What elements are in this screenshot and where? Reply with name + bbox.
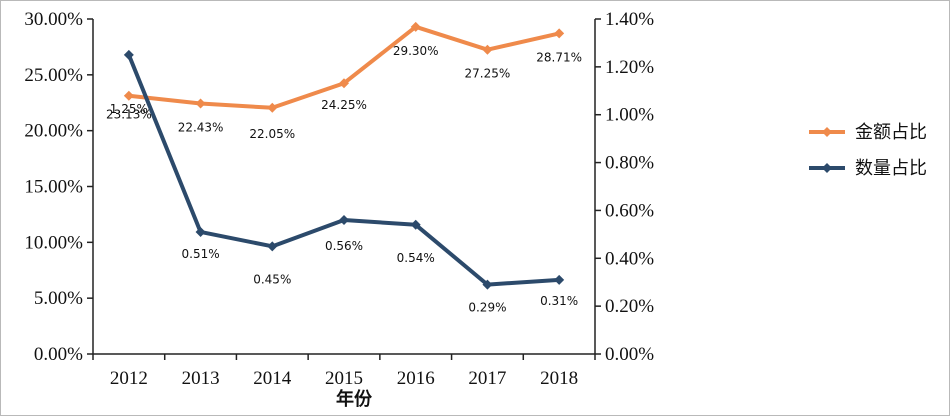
- data-label: 23.13%: [106, 108, 152, 122]
- data-point: [195, 98, 206, 109]
- data-label: 0.54%: [397, 251, 435, 265]
- data-point: [410, 219, 421, 230]
- data-label: 22.05%: [249, 127, 295, 141]
- left-tick-label: 15.00%: [24, 177, 83, 198]
- data-point: [267, 241, 278, 252]
- left-tick-label: 30.00%: [24, 9, 83, 30]
- left-tick-label: 5.00%: [34, 288, 83, 309]
- data-point: [554, 274, 565, 285]
- data-point: [123, 49, 134, 60]
- data-label: 0.31%: [540, 294, 578, 308]
- axes: 0.00% 5.00% 10.00% 15.00% 20.00% 25.00% 30.00%…: [24, 9, 654, 389]
- data-point: [482, 44, 493, 55]
- left-tick-label: 20.00%: [24, 121, 83, 142]
- x-tick-label: 2016: [397, 368, 435, 389]
- data-label: 1.25%: [110, 102, 148, 116]
- legend-label: 金额占比: [855, 122, 927, 143]
- data-point: [267, 102, 278, 113]
- data-label: 0.56%: [325, 239, 363, 253]
- data-label: 28.71%: [536, 50, 582, 64]
- data-point: [410, 21, 421, 32]
- left-tick-label: 25.00%: [24, 65, 83, 86]
- x-axis-title: 年份: [336, 388, 373, 410]
- right-tick-label: 1.20%: [605, 57, 654, 78]
- right-tick-label: 0.00%: [605, 344, 654, 365]
- legend-swatch-marker: [822, 127, 832, 137]
- x-tick-label: 2012: [110, 368, 148, 389]
- x-tick-label: 2018: [540, 368, 578, 389]
- x-tick-label: 2017: [468, 368, 506, 389]
- right-tick-label: 0.20%: [605, 296, 654, 317]
- x-tick-label: 2013: [182, 368, 220, 389]
- data-label: 0.29%: [468, 301, 506, 315]
- data-point: [482, 279, 493, 290]
- data-point: [339, 215, 349, 225]
- right-tick-label: 0.40%: [605, 248, 654, 269]
- legend-item: 金额占比: [809, 122, 927, 143]
- left-tick-label: 0.00%: [34, 344, 83, 365]
- data-point: [195, 226, 206, 237]
- data-labels: 23.13% 22.43% 22.05% 24.25% 29.30% 27.25% 28.7…: [106, 44, 582, 315]
- legend-swatch-marker: [822, 163, 832, 173]
- data-label: 29.30%: [393, 44, 439, 58]
- data-label: 24.25%: [321, 98, 367, 112]
- data-point: [123, 90, 134, 101]
- right-tick-label: 0.80%: [605, 153, 654, 174]
- data-point: [339, 78, 349, 89]
- data-label: 22.43%: [178, 121, 224, 135]
- right-tick-label: 1.40%: [605, 9, 654, 30]
- data-label: 0.51%: [182, 247, 220, 261]
- series-markers: [123, 21, 565, 290]
- data-label: 0.45%: [253, 272, 291, 286]
- right-tick-label: 1.00%: [605, 105, 654, 126]
- x-tick-label: 2014: [253, 368, 292, 389]
- right-tick-label: 0.60%: [605, 200, 654, 221]
- legend-label: 数量占比: [855, 158, 927, 179]
- left-tick-label: 10.00%: [24, 232, 83, 253]
- legend-item: 数量占比: [809, 158, 927, 179]
- data-point: [554, 28, 565, 39]
- data-label: 27.25%: [465, 67, 511, 81]
- x-tick-label: 2015: [325, 368, 363, 389]
